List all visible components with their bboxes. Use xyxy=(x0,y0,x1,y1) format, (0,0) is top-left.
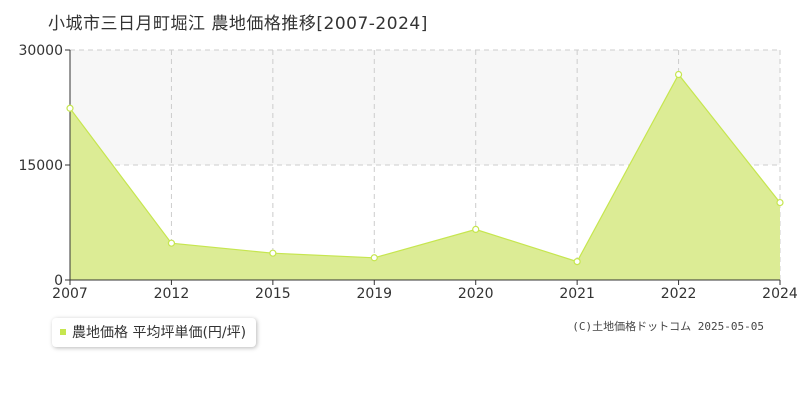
x-tick-label: 2021 xyxy=(559,286,595,302)
data-point xyxy=(472,225,480,233)
chart-axes xyxy=(65,49,781,285)
legend-label: 農地価格 平均坪単価(円/坪) xyxy=(72,325,247,341)
x-tick-label: 2019 xyxy=(356,286,392,302)
series-line xyxy=(69,73,781,263)
y-tick-label: 0 xyxy=(54,273,63,289)
x-tick-label: 2022 xyxy=(661,286,697,302)
series-area xyxy=(70,74,780,280)
x-tick-labels: 2007 2012 2015 2019 2020 2021 2022 2024 xyxy=(52,286,798,302)
data-point xyxy=(167,239,176,247)
legend-swatch xyxy=(60,329,66,335)
data-point xyxy=(573,258,581,266)
data-point xyxy=(370,254,378,262)
x-tick-label: 2012 xyxy=(154,286,190,302)
data-point xyxy=(269,249,277,257)
x-tick-label: 2007 xyxy=(52,286,88,302)
y-tick-labels: 0 15000 30000 xyxy=(18,43,63,289)
copyright-text: (C)土地価格ドットコム 2025-05-05 xyxy=(572,320,764,333)
y-tick-label: 15000 xyxy=(18,158,63,174)
series-points xyxy=(66,70,784,266)
data-point xyxy=(66,104,74,112)
x-tick-label: 2024 xyxy=(762,286,798,302)
data-point xyxy=(776,198,784,207)
data-point xyxy=(674,70,683,79)
x-tick-label: 2015 xyxy=(255,286,291,302)
legend: 農地価格 平均坪単価(円/坪) xyxy=(52,318,257,347)
y-tick-label: 30000 xyxy=(18,43,63,59)
chart-title: 小城市三日月町堀江 農地価格推移[2007-2024] xyxy=(48,14,428,34)
x-tick-label: 2020 xyxy=(458,286,494,302)
